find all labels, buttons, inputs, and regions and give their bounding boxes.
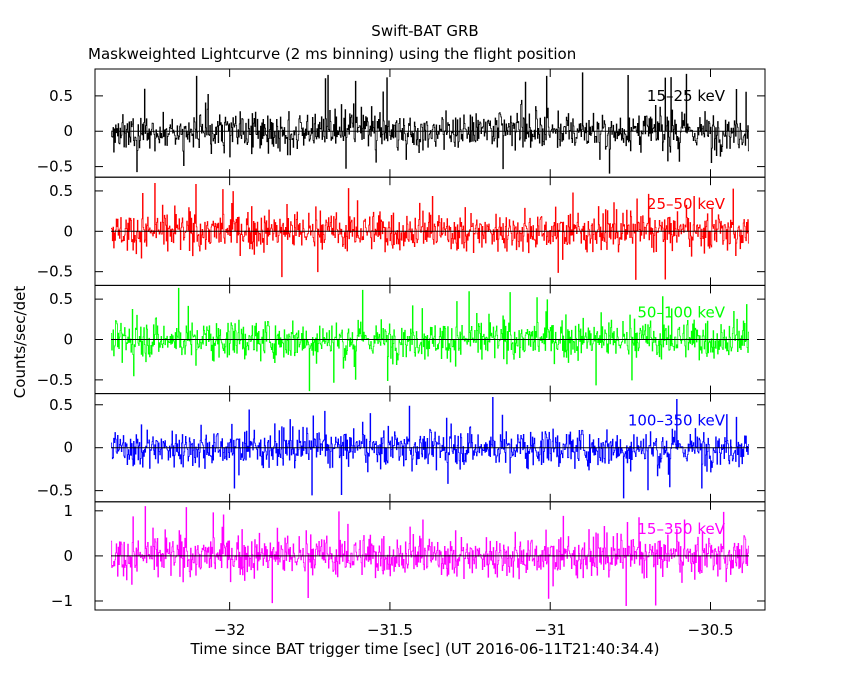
y-tick-label-0-0: −0.5 bbox=[37, 158, 73, 176]
band-label-4: 15–350 keV bbox=[637, 520, 725, 538]
y-tick-label-2-0: −0.5 bbox=[37, 371, 73, 389]
y-tick-label-1-2: 0.5 bbox=[49, 182, 73, 200]
x-tick-label-2: −31 bbox=[534, 621, 566, 639]
chart-subtitle: Maskweighted Lightcurve (2 ms binning) u… bbox=[88, 45, 577, 63]
series-line-4 bbox=[111, 506, 749, 606]
band-label-2: 50–100 keV bbox=[637, 303, 725, 321]
y-tick-label-3-2: 0.5 bbox=[49, 396, 73, 414]
y-tick-label-3-0: −0.5 bbox=[37, 482, 73, 500]
series-line-3 bbox=[111, 397, 749, 499]
series-line-1 bbox=[111, 183, 749, 280]
x-axis-label: Time since BAT trigger time [sec] (UT 20… bbox=[190, 640, 660, 658]
y-tick-label-2-1: 0 bbox=[63, 331, 73, 349]
x-tick-label-1: −31.5 bbox=[367, 621, 413, 639]
band-label-0: 15–25 keV bbox=[647, 87, 726, 105]
chart-title: Swift-BAT GRB bbox=[371, 22, 479, 40]
y-tick-label-3-1: 0 bbox=[63, 439, 73, 457]
panel-frame-0 bbox=[94, 68, 766, 178]
y-tick-label-0-1: 0 bbox=[63, 122, 73, 140]
band-label-1: 25–50 keV bbox=[647, 195, 726, 213]
panel-frame-4 bbox=[94, 501, 766, 611]
y-tick-label-0-2: 0.5 bbox=[49, 87, 73, 105]
band-label-3: 100–350 keV bbox=[628, 412, 726, 430]
series-line-0 bbox=[111, 72, 749, 174]
y-tick-label-4-1: 0 bbox=[63, 547, 73, 565]
y-tick-label-1-1: 0 bbox=[63, 222, 73, 240]
y-tick-label-4-0: −1 bbox=[51, 592, 73, 610]
y-tick-label-1-0: −0.5 bbox=[37, 263, 73, 281]
x-tick-label-0: −32 bbox=[214, 621, 246, 639]
x-tick-label-3: −30.5 bbox=[688, 621, 734, 639]
y-tick-label-2-2: 0.5 bbox=[49, 290, 73, 308]
y-tick-label-4-2: 1 bbox=[63, 502, 73, 520]
